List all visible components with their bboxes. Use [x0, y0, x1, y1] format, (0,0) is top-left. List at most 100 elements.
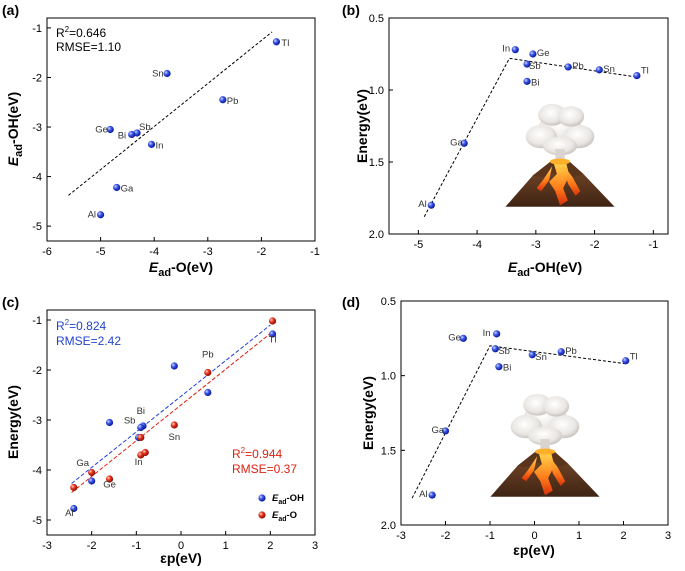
- volcano-line: [411, 345, 626, 499]
- label-part: =0.646: [69, 26, 106, 40]
- point-label: Pb: [565, 346, 577, 357]
- point-label: Tl: [630, 352, 638, 363]
- data-point: [97, 211, 105, 219]
- point-label: Al: [419, 489, 427, 500]
- label-part: R: [56, 26, 65, 40]
- point-label: Bi: [137, 406, 145, 417]
- data-point-o: [268, 317, 277, 325]
- x-tick-label: 3: [312, 540, 318, 552]
- label-part: R: [56, 319, 65, 333]
- x-tick-label: -4: [472, 239, 482, 251]
- point-label: Ge: [537, 48, 550, 59]
- label-part: E: [272, 493, 279, 504]
- point-label: Bi: [118, 130, 126, 141]
- data-point-o: [141, 448, 149, 457]
- point-label: Sn: [152, 69, 164, 80]
- x-tick-label: -4: [149, 246, 159, 258]
- data-point: [495, 363, 503, 371]
- r2-stat: R2=0.646: [56, 25, 106, 40]
- fit-line: [68, 31, 273, 196]
- label-part: 2: [241, 446, 246, 455]
- y-tick-label: 0.5: [381, 296, 396, 308]
- data-point: [633, 72, 641, 80]
- data-point: [219, 96, 227, 104]
- plot-frame: [388, 17, 669, 235]
- data-point-oh: [170, 362, 178, 370]
- point-label: Sn: [603, 64, 615, 75]
- x-tick-label: 3: [665, 530, 671, 542]
- x-tick-label: 1: [223, 540, 229, 552]
- data-point-o: [70, 483, 78, 492]
- rmse-stat-blue: RMSE=2.42: [56, 334, 121, 348]
- y-tick-label: -5: [32, 221, 42, 233]
- point-label: In: [135, 457, 143, 468]
- y-tick-label: -2: [32, 72, 42, 84]
- data-point-oh: [268, 330, 277, 338]
- x-tick-label: 2: [267, 540, 273, 552]
- point-label: Al: [65, 508, 73, 519]
- x-tick-label: -1: [310, 246, 320, 258]
- point-label: Sb: [139, 122, 151, 133]
- point-label: Tl: [641, 66, 649, 77]
- x-tick-label: -1: [648, 239, 658, 251]
- y-tick-label: 0.5: [369, 13, 384, 25]
- data-point-oh: [204, 388, 212, 397]
- x-tick-label: -6: [42, 246, 52, 258]
- data-point: [564, 63, 572, 71]
- point-label: Bi: [531, 77, 539, 88]
- label-part: ad: [517, 267, 530, 279]
- y-tick-label: -3: [32, 122, 42, 134]
- y-axis-label: Energy(eV): [354, 89, 370, 163]
- point-label: Sb: [124, 416, 136, 427]
- data-point-o: [137, 433, 145, 442]
- data-point: [441, 427, 450, 435]
- data-point: [163, 69, 171, 78]
- r2-stat-blue: R2=0.824: [56, 318, 106, 333]
- label-part: ad: [278, 516, 286, 523]
- y-tick-label: 2.0: [381, 520, 396, 532]
- r2-stat-red: R2=0.944: [232, 446, 282, 461]
- data-point: [529, 50, 537, 58]
- panel-label-c: (c): [2, 294, 19, 310]
- point-label: Ga: [432, 425, 445, 436]
- label-part: =0.824: [69, 319, 106, 333]
- data-point-o: [88, 468, 96, 477]
- x-tick-label: -2: [441, 530, 451, 542]
- x-tick-label: -3: [531, 239, 541, 251]
- label-part: ad: [158, 267, 171, 279]
- point-label: Pb: [227, 96, 239, 107]
- data-point: [622, 357, 630, 365]
- plot-frame: [46, 17, 316, 242]
- point-label: Al: [418, 199, 426, 210]
- point-label: Pb: [202, 350, 214, 361]
- data-point: [128, 130, 136, 139]
- data-point: [459, 334, 467, 342]
- volcano-illustration: [490, 393, 600, 497]
- legend-marker: [258, 494, 266, 502]
- x-tick-label: -5: [413, 239, 423, 251]
- label-part: E: [508, 259, 518, 275]
- data-point: [557, 348, 565, 356]
- point-label: Sn: [168, 432, 180, 443]
- x-tick-label: -1: [485, 530, 495, 542]
- label-part: -O: [287, 510, 298, 521]
- point-label: Sb: [498, 346, 510, 357]
- x-tick-label: -3: [396, 530, 406, 542]
- point-label: Ga: [76, 458, 89, 469]
- fit-line-blue: [71, 324, 271, 484]
- data-point: [493, 330, 501, 338]
- y-tick-label: 1.0: [381, 371, 396, 383]
- x-axis-label: εp(eV): [160, 550, 202, 566]
- x-tick-label: -3: [203, 246, 213, 258]
- data-point-o: [204, 368, 212, 377]
- label-part: -OH(eV): [5, 92, 21, 144]
- volcano-line: [423, 57, 637, 217]
- data-point: [272, 38, 281, 46]
- x-tick-label: -1: [131, 540, 141, 552]
- x-tick-label: -2: [87, 540, 97, 552]
- y-tick-label: 1.5: [381, 445, 396, 457]
- data-point-oh: [105, 418, 114, 427]
- data-point: [491, 345, 499, 353]
- x-tick-label: -2: [257, 246, 267, 258]
